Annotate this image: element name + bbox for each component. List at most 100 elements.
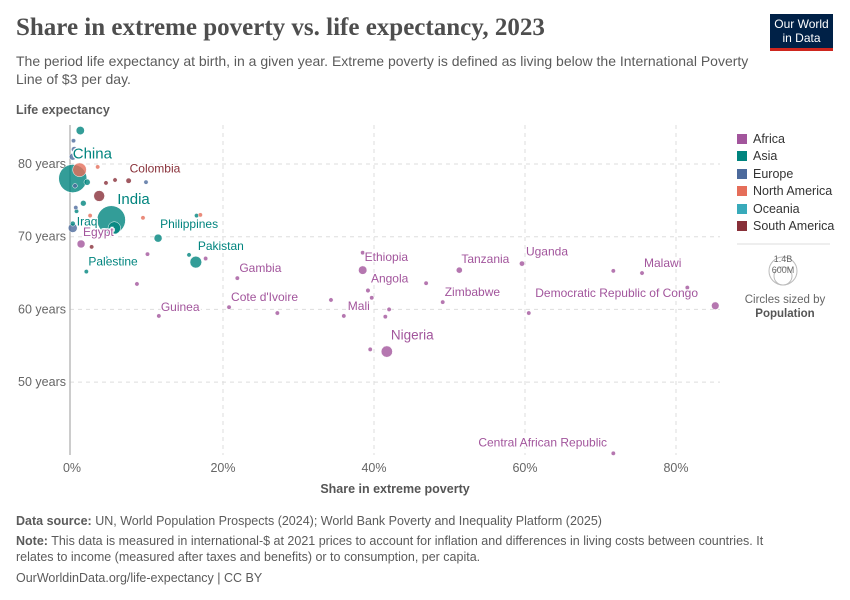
legend-label: Africa <box>753 131 785 146</box>
data-point[interactable] <box>197 212 203 218</box>
data-point[interactable] <box>73 205 79 211</box>
y-tick-label: 70 years <box>18 230 66 244</box>
data-point[interactable] <box>80 200 87 207</box>
data-point[interactable] <box>89 244 95 250</box>
data-point[interactable] <box>75 126 85 135</box>
data-point[interactable] <box>684 285 690 291</box>
data-point[interactable] <box>140 215 146 221</box>
data-point[interactable] <box>639 270 645 276</box>
x-axis-label: Share in extreme poverty <box>320 482 469 496</box>
data-point[interactable] <box>93 190 105 202</box>
data-point[interactable] <box>365 287 371 294</box>
data-point[interactable] <box>95 164 101 170</box>
data-point[interactable] <box>358 265 368 275</box>
note: Note: This data is measured in internati… <box>16 533 796 565</box>
data-point[interactable] <box>519 260 525 267</box>
data-point[interactable] <box>234 275 240 281</box>
data-point[interactable] <box>440 299 446 305</box>
owid-logo[interactable]: Our World in Data <box>770 14 833 51</box>
legend-label: Asia <box>753 149 778 164</box>
data-point[interactable] <box>328 297 334 303</box>
data-point[interactable] <box>69 153 77 161</box>
data-point[interactable] <box>71 146 78 153</box>
point-label: Malawi <box>644 256 681 270</box>
data-point[interactable] <box>87 213 93 219</box>
data-point[interactable] <box>189 256 202 269</box>
point-label: Nigeria <box>391 328 434 343</box>
y-tick-label: 80 years <box>18 157 66 171</box>
y-axis-label: Life expectancy <box>16 103 110 117</box>
data-point[interactable] <box>72 183 78 189</box>
legend-swatch <box>737 151 747 162</box>
point-label: Iraq <box>77 215 98 229</box>
data-point[interactable] <box>629 288 635 294</box>
data-point[interactable] <box>711 301 720 310</box>
data-point[interactable] <box>134 281 140 287</box>
legend-item-oceania[interactable]: Oceania <box>737 200 834 218</box>
data-point[interactable] <box>186 252 192 258</box>
data-point[interactable] <box>71 138 76 144</box>
legend-item-asia[interactable]: Asia <box>737 148 834 166</box>
x-tick-label: 60% <box>512 461 537 475</box>
y-tick-label: 50 years <box>18 375 66 389</box>
legend-label: South America <box>753 219 835 234</box>
legend-item-north-america[interactable]: North America <box>737 183 834 201</box>
point-label: Tanzania <box>461 252 509 266</box>
point-label: Democratic Republic of Congo <box>535 286 698 300</box>
point-label: Pakistan <box>198 239 244 253</box>
legend-swatch <box>737 203 747 214</box>
point-label: Guinea <box>161 300 200 314</box>
data-point[interactable] <box>107 221 121 235</box>
size-legend-small-label: 600M <box>772 265 795 275</box>
data-point[interactable] <box>76 239 86 249</box>
data-point[interactable] <box>456 266 463 274</box>
logo-text: Our World in Data <box>774 17 829 45</box>
data-point[interactable] <box>72 162 87 177</box>
legend-label: Europe <box>753 166 794 181</box>
legend-label: North America <box>753 184 833 199</box>
data-point[interactable] <box>203 256 209 261</box>
data-point[interactable] <box>226 304 232 310</box>
data-point[interactable] <box>382 314 388 320</box>
data-point[interactable] <box>153 233 163 243</box>
point-label: Central African Republic <box>478 435 607 449</box>
legend-item-africa[interactable]: Africa <box>737 130 834 148</box>
data-point[interactable] <box>156 313 162 319</box>
data-point[interactable] <box>526 310 532 316</box>
x-tick-label: 80% <box>663 461 688 475</box>
legend-item-europe[interactable]: Europe <box>737 165 834 183</box>
point-label: Angola <box>371 271 409 285</box>
footer-url[interactable]: OurWorldinData.org/life-expectancy | CC … <box>16 571 263 585</box>
point-label: Zimbabwe <box>445 285 501 299</box>
legend-item-south-america[interactable]: South America <box>737 218 834 236</box>
data-point[interactable] <box>103 180 109 186</box>
data-point[interactable] <box>83 178 91 186</box>
data-point[interactable] <box>360 250 366 256</box>
data-point[interactable] <box>380 345 393 358</box>
data-point[interactable] <box>69 220 76 227</box>
data-point[interactable] <box>112 177 118 183</box>
data-point[interactable] <box>423 280 429 286</box>
data-point[interactable] <box>367 346 373 352</box>
data-point[interactable] <box>386 306 392 312</box>
data-point[interactable] <box>143 179 149 185</box>
data-point[interactable] <box>83 269 89 275</box>
point-label: India <box>117 191 150 208</box>
data-point[interactable] <box>125 177 132 184</box>
chart-subtitle: The period life expectancy at birth, in … <box>16 53 749 87</box>
point-label: Philippines <box>160 217 218 231</box>
note-label: Note: <box>16 534 48 548</box>
legend-swatch <box>737 133 747 144</box>
data-point[interactable] <box>610 268 616 274</box>
x-tick-label: 40% <box>361 461 386 475</box>
data-point[interactable] <box>145 251 150 257</box>
size-legend-variable: Population <box>755 308 814 320</box>
data-point[interactable] <box>369 295 375 301</box>
data-point[interactable] <box>103 255 109 261</box>
data-point[interactable] <box>341 313 347 319</box>
data-point[interactable] <box>610 450 616 456</box>
y-tick-label: 60 years <box>18 302 66 316</box>
data-point[interactable] <box>274 310 280 316</box>
point-label: Gambia <box>239 261 281 275</box>
